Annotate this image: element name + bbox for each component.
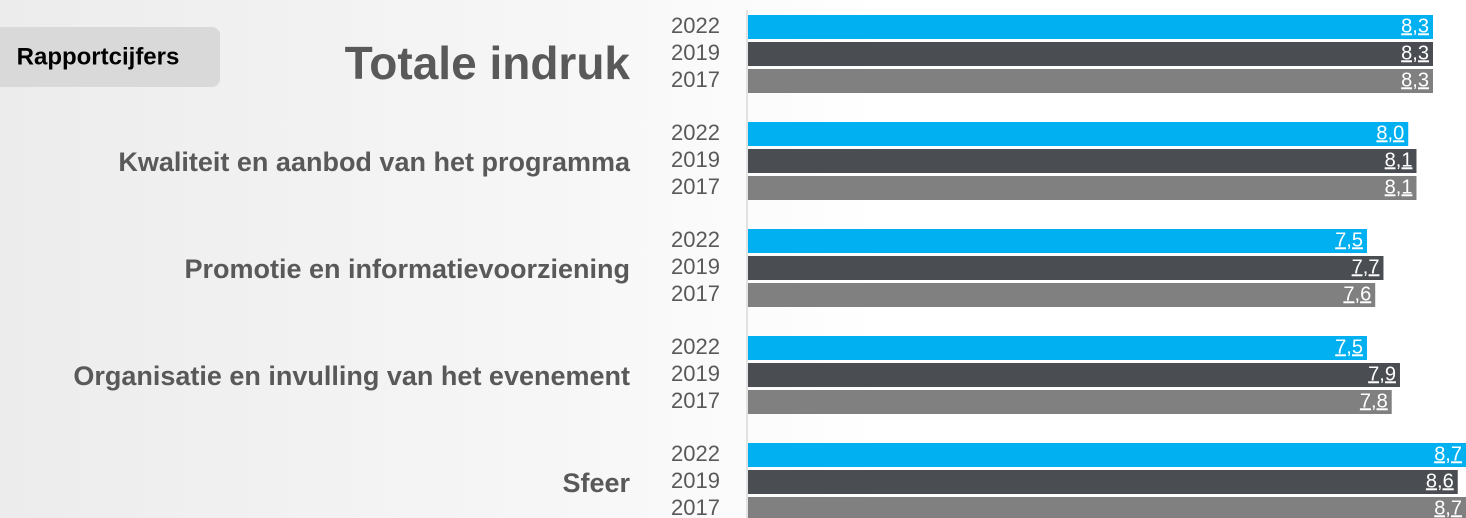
value-label: 8,1	[1385, 176, 1413, 198]
bar	[748, 149, 1417, 173]
year-label: 2019	[671, 40, 720, 65]
value-label: 7,8	[1360, 390, 1388, 412]
value-label: 8,6	[1426, 470, 1454, 492]
year-label: 2019	[671, 254, 720, 279]
year-label: 2017	[671, 281, 720, 306]
year-label: 2019	[671, 147, 720, 172]
value-label: 8,7	[1434, 443, 1462, 465]
value-label: 7,7	[1352, 256, 1380, 278]
value-label: 8,3	[1401, 42, 1429, 64]
year-label: 2022	[671, 227, 720, 252]
bar	[748, 122, 1409, 146]
bar	[748, 363, 1400, 387]
year-label: 2019	[671, 468, 720, 493]
bar	[748, 390, 1392, 414]
year-label: 2017	[671, 67, 720, 92]
bar	[748, 229, 1367, 253]
value-label: 7,5	[1335, 229, 1363, 251]
bar	[748, 69, 1433, 93]
bar	[748, 42, 1433, 66]
category-label: Organisatie en invulling van het eveneme…	[73, 361, 630, 391]
bar	[748, 256, 1384, 280]
category-label: Promotie en informatievoorziening	[184, 254, 630, 284]
year-label: 2022	[671, 334, 720, 359]
category-label: Totale indruk	[345, 37, 631, 89]
value-label: 8,1	[1385, 149, 1413, 171]
year-label: 2017	[671, 174, 720, 199]
category-label: Kwaliteit en aanbod van het programma	[118, 147, 631, 177]
value-label: 8,7	[1434, 497, 1462, 518]
year-label: 2019	[671, 361, 720, 386]
year-label: 2022	[671, 441, 720, 466]
year-label: 2022	[671, 13, 720, 38]
bar	[748, 15, 1433, 39]
badge-box	[0, 27, 220, 87]
bar	[748, 443, 1466, 467]
bar	[748, 283, 1376, 307]
value-label: 8,0	[1376, 122, 1404, 144]
year-label: 2017	[671, 388, 720, 413]
bar	[748, 176, 1417, 200]
year-label: 2017	[671, 495, 720, 518]
category-label: Sfeer	[562, 468, 630, 498]
value-label: 7,5	[1335, 336, 1363, 358]
value-label: 7,9	[1368, 363, 1396, 385]
value-label: 7,6	[1343, 283, 1371, 305]
badge: Rapportcijfers	[17, 43, 180, 70]
bar	[748, 497, 1466, 518]
value-label: 8,3	[1401, 69, 1429, 91]
bar	[748, 470, 1458, 494]
bar	[748, 336, 1367, 360]
value-label: 8,3	[1401, 15, 1429, 37]
year-label: 2022	[671, 120, 720, 145]
